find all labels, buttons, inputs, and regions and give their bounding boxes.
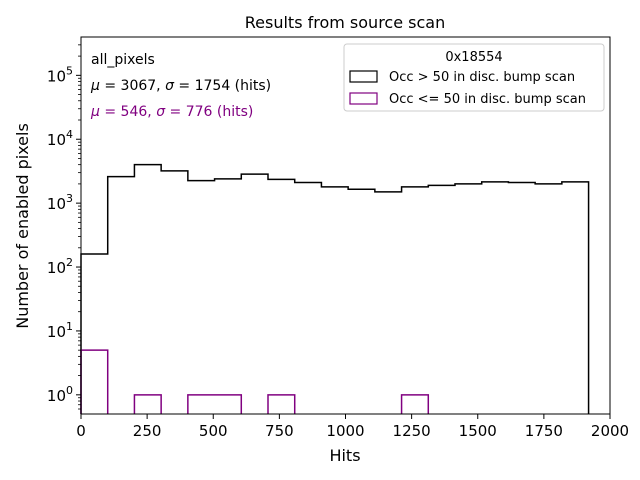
- x-axis-ticks: 0 250 500 750 1000 1250 1500 1750 2000: [76, 414, 629, 440]
- legend-swatch-occ-gt-50: [349, 70, 378, 83]
- y-tick-label: 103: [47, 192, 73, 213]
- series-occ-gt-50-line: [80, 163, 590, 414]
- y-tick-label: 102: [47, 256, 73, 277]
- legend-swatch-occ-le-50: [349, 92, 378, 105]
- legend-title: 0x18554: [445, 50, 502, 65]
- y-axis-label: Number of enabled pixels: [13, 123, 32, 329]
- legend-entry-occ-le-50: Occ <= 50 in disc. bump scan: [389, 92, 586, 107]
- annotation-label: all_pixels: [91, 52, 155, 68]
- plot-area: 0 250 500 750 1000 1250 1500 1750 2000 100 101 102…: [47, 36, 629, 440]
- x-tick-label: 750: [265, 422, 294, 440]
- mu-symbol: μ: [90, 104, 100, 120]
- x-tick-label: 2000: [591, 422, 629, 440]
- x-tick-label: 1500: [459, 422, 497, 440]
- chart-title: Results from source scan: [245, 13, 445, 32]
- x-tick-label: 1250: [393, 422, 431, 440]
- y-axis-ticks: 100 101 102 103 104 105: [47, 64, 81, 405]
- legend-frame: [343, 43, 605, 112]
- legend: 0x18554 Occ > 50 in disc. bump scan Occ …: [343, 43, 605, 112]
- x-tick-label: 1000: [326, 422, 364, 440]
- stats-annotations: all_pixels μ = 3067, σ = 1754 (hits) μ =…: [90, 52, 271, 120]
- x-tick-label: 250: [133, 422, 162, 440]
- x-tick-label: 1750: [525, 422, 563, 440]
- annotation-stats-occ-le-50: μ = 546, σ = 776 (hits): [90, 104, 253, 120]
- y-tick-label: 100: [47, 384, 73, 405]
- x-axis-label: Hits: [329, 446, 360, 465]
- sigma-symbol: σ: [165, 78, 175, 94]
- series-occ-le-50-line: [80, 349, 430, 414]
- sigma-symbol: σ: [156, 104, 166, 120]
- y-tick-label: 101: [47, 320, 73, 341]
- annotation-stats-occ-gt-50: μ = 3067, σ = 1754 (hits): [90, 78, 271, 94]
- mu-symbol: μ: [90, 78, 100, 94]
- y-tick-label: 105: [47, 64, 73, 85]
- sigma-value: = 1754 (hits): [174, 78, 271, 94]
- sigma-value: = 776 (hits): [165, 104, 253, 120]
- mu-value: = 3067,: [100, 78, 165, 94]
- y-tick-label: 104: [47, 128, 73, 149]
- mu-value: = 546,: [100, 104, 156, 120]
- legend-entry-occ-gt-50: Occ > 50 in disc. bump scan: [389, 70, 575, 85]
- y-axis-minor-ticks: [78, 44, 81, 410]
- x-tick-label: 0: [76, 422, 86, 440]
- x-tick-label: 500: [199, 422, 228, 440]
